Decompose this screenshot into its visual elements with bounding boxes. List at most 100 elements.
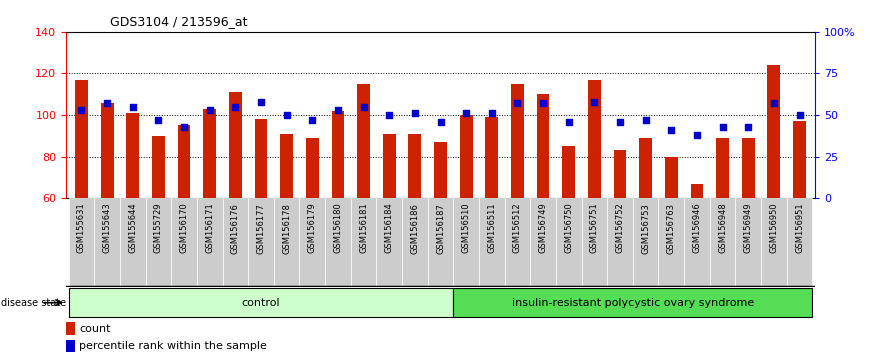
- Bar: [537, 94, 550, 198]
- Text: GSM155631: GSM155631: [77, 202, 86, 253]
- Point: [588, 99, 602, 104]
- Bar: [274, 198, 300, 287]
- Text: GSM156186: GSM156186: [411, 202, 419, 253]
- Bar: [485, 117, 498, 198]
- Bar: [248, 198, 274, 287]
- Bar: [229, 92, 241, 198]
- Bar: [633, 198, 658, 287]
- Text: percentile rank within the sample: percentile rank within the sample: [79, 341, 267, 351]
- Bar: [581, 198, 607, 287]
- Text: GSM156751: GSM156751: [590, 202, 599, 253]
- Bar: [94, 198, 120, 287]
- Bar: [178, 125, 190, 198]
- Text: disease state: disease state: [1, 298, 66, 308]
- Text: GSM156187: GSM156187: [436, 202, 445, 253]
- Bar: [793, 121, 806, 198]
- Bar: [351, 198, 376, 287]
- Bar: [607, 198, 633, 287]
- Point: [100, 101, 115, 106]
- Bar: [665, 156, 677, 198]
- Bar: [454, 288, 812, 317]
- Text: GSM156948: GSM156948: [718, 202, 727, 253]
- Point: [536, 101, 550, 106]
- Point: [331, 107, 345, 113]
- Text: GSM155644: GSM155644: [129, 202, 137, 253]
- Point: [766, 101, 781, 106]
- Bar: [479, 198, 505, 287]
- Text: GSM156170: GSM156170: [180, 202, 189, 253]
- Bar: [505, 198, 530, 287]
- Bar: [325, 198, 351, 287]
- Bar: [409, 134, 421, 198]
- Bar: [152, 136, 165, 198]
- Bar: [357, 84, 370, 198]
- Point: [408, 110, 422, 116]
- Bar: [460, 115, 472, 198]
- Text: GSM155729: GSM155729: [154, 202, 163, 253]
- Point: [305, 117, 319, 123]
- Text: GSM156951: GSM156951: [795, 202, 804, 253]
- Bar: [100, 103, 114, 198]
- Point: [228, 104, 242, 110]
- Text: GSM156752: GSM156752: [616, 202, 625, 253]
- Text: GSM156946: GSM156946: [692, 202, 701, 253]
- Bar: [427, 198, 454, 287]
- Point: [715, 124, 729, 130]
- Text: control: control: [241, 298, 280, 308]
- Point: [254, 99, 268, 104]
- Point: [203, 107, 217, 113]
- Point: [664, 127, 678, 133]
- Text: GSM155643: GSM155643: [102, 202, 112, 253]
- Bar: [69, 198, 94, 287]
- Point: [279, 112, 293, 118]
- Bar: [588, 80, 601, 198]
- Point: [177, 124, 191, 130]
- Bar: [66, 340, 76, 352]
- Text: GSM156949: GSM156949: [744, 202, 752, 253]
- Point: [382, 112, 396, 118]
- Text: GSM156176: GSM156176: [231, 202, 240, 253]
- Bar: [66, 322, 76, 335]
- Bar: [761, 198, 787, 287]
- Bar: [223, 198, 248, 287]
- Bar: [255, 119, 268, 198]
- Point: [126, 104, 140, 110]
- Text: GSM156512: GSM156512: [513, 202, 522, 253]
- Bar: [434, 142, 447, 198]
- Point: [510, 101, 524, 106]
- Bar: [736, 198, 761, 287]
- Bar: [640, 138, 652, 198]
- Bar: [511, 84, 524, 198]
- Bar: [454, 198, 479, 287]
- Bar: [171, 198, 196, 287]
- Text: GSM156179: GSM156179: [307, 202, 317, 253]
- Point: [690, 132, 704, 138]
- Bar: [126, 113, 139, 198]
- Point: [74, 107, 88, 113]
- Text: GSM156177: GSM156177: [256, 202, 265, 253]
- Bar: [376, 198, 402, 287]
- Text: insulin-resistant polycystic ovary syndrome: insulin-resistant polycystic ovary syndr…: [512, 298, 754, 308]
- Bar: [658, 198, 685, 287]
- Bar: [196, 198, 223, 287]
- Bar: [383, 134, 396, 198]
- Point: [485, 110, 499, 116]
- Point: [613, 119, 627, 125]
- Point: [741, 124, 755, 130]
- Point: [459, 110, 473, 116]
- Bar: [280, 134, 293, 198]
- Text: GSM156950: GSM156950: [769, 202, 779, 253]
- Text: GSM156184: GSM156184: [385, 202, 394, 253]
- Bar: [120, 198, 145, 287]
- Text: GSM156511: GSM156511: [487, 202, 496, 253]
- Bar: [306, 138, 319, 198]
- Text: GSM156171: GSM156171: [205, 202, 214, 253]
- Bar: [562, 146, 575, 198]
- Text: GSM156750: GSM156750: [564, 202, 574, 253]
- Point: [793, 112, 807, 118]
- Bar: [69, 288, 454, 317]
- Bar: [300, 198, 325, 287]
- Point: [357, 104, 371, 110]
- Text: GSM156749: GSM156749: [538, 202, 548, 253]
- Bar: [402, 198, 427, 287]
